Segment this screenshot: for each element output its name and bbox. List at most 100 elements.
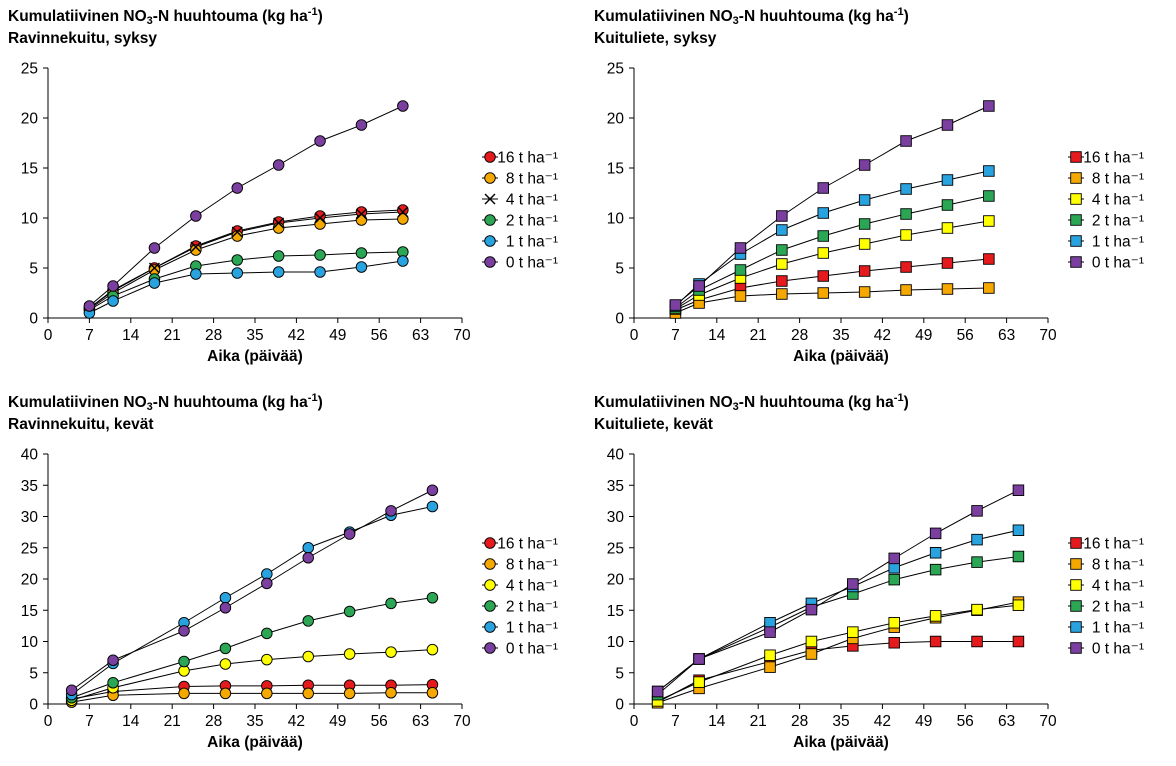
series-line bbox=[657, 489, 1019, 692]
x-tick-label: 42 bbox=[874, 713, 891, 730]
data-point bbox=[900, 229, 912, 241]
data-point bbox=[929, 610, 942, 622]
data-point bbox=[385, 687, 397, 699]
data-point bbox=[355, 247, 368, 259]
x-tick-label: 28 bbox=[205, 327, 222, 344]
x-tick-label: 14 bbox=[122, 713, 140, 730]
x-tick-label: 14 bbox=[122, 327, 140, 344]
data-point bbox=[858, 286, 871, 298]
data-point bbox=[888, 573, 900, 586]
legend-label: 2 t ha⁻¹ bbox=[1092, 599, 1144, 616]
x-axis-label: Aika (päivää) bbox=[793, 348, 889, 365]
data-point bbox=[983, 253, 995, 265]
x-tick-label: 70 bbox=[453, 713, 471, 730]
legend-label: 1 t ha⁻¹ bbox=[506, 620, 558, 637]
axes: 0 5 10 15 20 25 30 35 40 0 7 14 21 28 35 42 49 56 63 70 Aika… bbox=[607, 447, 1057, 752]
data-point bbox=[983, 282, 995, 294]
data-point bbox=[272, 266, 285, 278]
data-point bbox=[929, 546, 942, 559]
data-point bbox=[343, 687, 356, 700]
data-point bbox=[426, 500, 439, 513]
y-tick-label: 5 bbox=[29, 261, 38, 278]
data-point bbox=[272, 159, 285, 171]
y-tick-label: 25 bbox=[607, 540, 624, 557]
y-tick-label: 30 bbox=[21, 509, 39, 526]
data-point bbox=[355, 214, 368, 226]
legend-marker bbox=[1070, 642, 1082, 654]
chart-panel-ravinnekuitu-kevat: Kumulatiivinen NO3-N huuhtouma (kg ha-1)… bbox=[0, 386, 580, 766]
data-point bbox=[941, 174, 954, 186]
data-point bbox=[983, 190, 995, 202]
series-line bbox=[71, 692, 433, 703]
legend-label: 8 t ha⁻¹ bbox=[1092, 557, 1144, 574]
legend-label: 8 t ha⁻¹ bbox=[506, 557, 558, 574]
marker-stroke bbox=[231, 226, 243, 238]
legend-marker bbox=[1070, 558, 1082, 570]
data-point bbox=[693, 280, 705, 292]
x-tick-label: 70 bbox=[1039, 713, 1057, 730]
y-tick-label: 0 bbox=[615, 697, 624, 714]
x-tick-label: 7 bbox=[85, 713, 94, 730]
data-point bbox=[929, 527, 942, 540]
data-point bbox=[929, 563, 942, 576]
data-point bbox=[314, 218, 326, 230]
data-point bbox=[971, 505, 983, 517]
chart-subtitle: Kuituliete, kevät bbox=[594, 416, 713, 433]
y-tick-label: 40 bbox=[21, 447, 39, 464]
y-tick-label: 15 bbox=[607, 161, 624, 178]
data-point bbox=[426, 687, 439, 699]
y-tick-label: 20 bbox=[607, 111, 625, 128]
y-tick-label: 5 bbox=[29, 665, 38, 682]
legend-marker bbox=[1070, 537, 1082, 549]
x-tick-label: 21 bbox=[750, 327, 767, 344]
x-tick-label: 7 bbox=[671, 327, 680, 344]
chart-panel-ravinnekuitu-syksy: Kumulatiivinen NO3-N huuhtouma (kg ha-1)… bbox=[0, 0, 580, 380]
data-point bbox=[971, 603, 983, 616]
data-point bbox=[941, 199, 954, 211]
data-point bbox=[302, 551, 314, 564]
y-tick-label: 20 bbox=[21, 111, 39, 128]
legend-marker bbox=[1070, 172, 1082, 184]
data-point bbox=[817, 230, 830, 242]
data-point bbox=[693, 676, 705, 688]
data-point bbox=[971, 635, 983, 648]
data-point bbox=[272, 250, 285, 262]
data-point bbox=[888, 616, 900, 629]
y-tick-label: 15 bbox=[21, 603, 38, 620]
x-tick-label: 42 bbox=[874, 327, 891, 344]
data-point bbox=[261, 577, 273, 590]
data-point bbox=[929, 635, 942, 648]
y-tick-label: 15 bbox=[607, 603, 624, 620]
data-point bbox=[178, 625, 190, 637]
x-tick-label: 35 bbox=[832, 713, 849, 730]
series-line bbox=[657, 641, 1019, 703]
data-point bbox=[302, 615, 314, 627]
data-point bbox=[343, 648, 356, 660]
data-point bbox=[764, 649, 776, 662]
data-point bbox=[888, 636, 900, 649]
legend-label: 4 t ha⁻¹ bbox=[1092, 192, 1144, 209]
x-tick-label: 0 bbox=[44, 327, 53, 344]
x-tick-label: 49 bbox=[329, 327, 346, 344]
data-point bbox=[273, 217, 285, 229]
data-point bbox=[734, 290, 747, 302]
x-tick-label: 21 bbox=[164, 713, 181, 730]
legend-label: 2 t ha⁻¹ bbox=[1092, 213, 1144, 230]
x-tick-label: 14 bbox=[708, 327, 726, 344]
legend-label: 1 t ha⁻¹ bbox=[1092, 620, 1144, 637]
data-point bbox=[1012, 635, 1025, 648]
legend-label: 0 t ha⁻¹ bbox=[506, 641, 558, 658]
series-line bbox=[89, 251, 403, 311]
plot-area bbox=[651, 484, 1025, 709]
x-tick-label: 0 bbox=[44, 713, 53, 730]
x-tick-label: 21 bbox=[750, 713, 767, 730]
x-tick-label: 35 bbox=[246, 327, 263, 344]
data-point bbox=[817, 247, 830, 259]
legend: 16 t ha⁻¹ 8 t ha⁻¹ 4 t ha⁻¹ 2 t ha⁻¹ 1 t ha⁻… bbox=[1068, 150, 1144, 272]
legend-marker bbox=[484, 172, 496, 184]
legend-label: 8 t ha⁻¹ bbox=[506, 171, 558, 188]
x-axis-label: Aika (päivää) bbox=[793, 734, 889, 751]
data-point bbox=[888, 552, 900, 565]
data-point bbox=[900, 261, 912, 273]
data-point bbox=[314, 266, 326, 278]
